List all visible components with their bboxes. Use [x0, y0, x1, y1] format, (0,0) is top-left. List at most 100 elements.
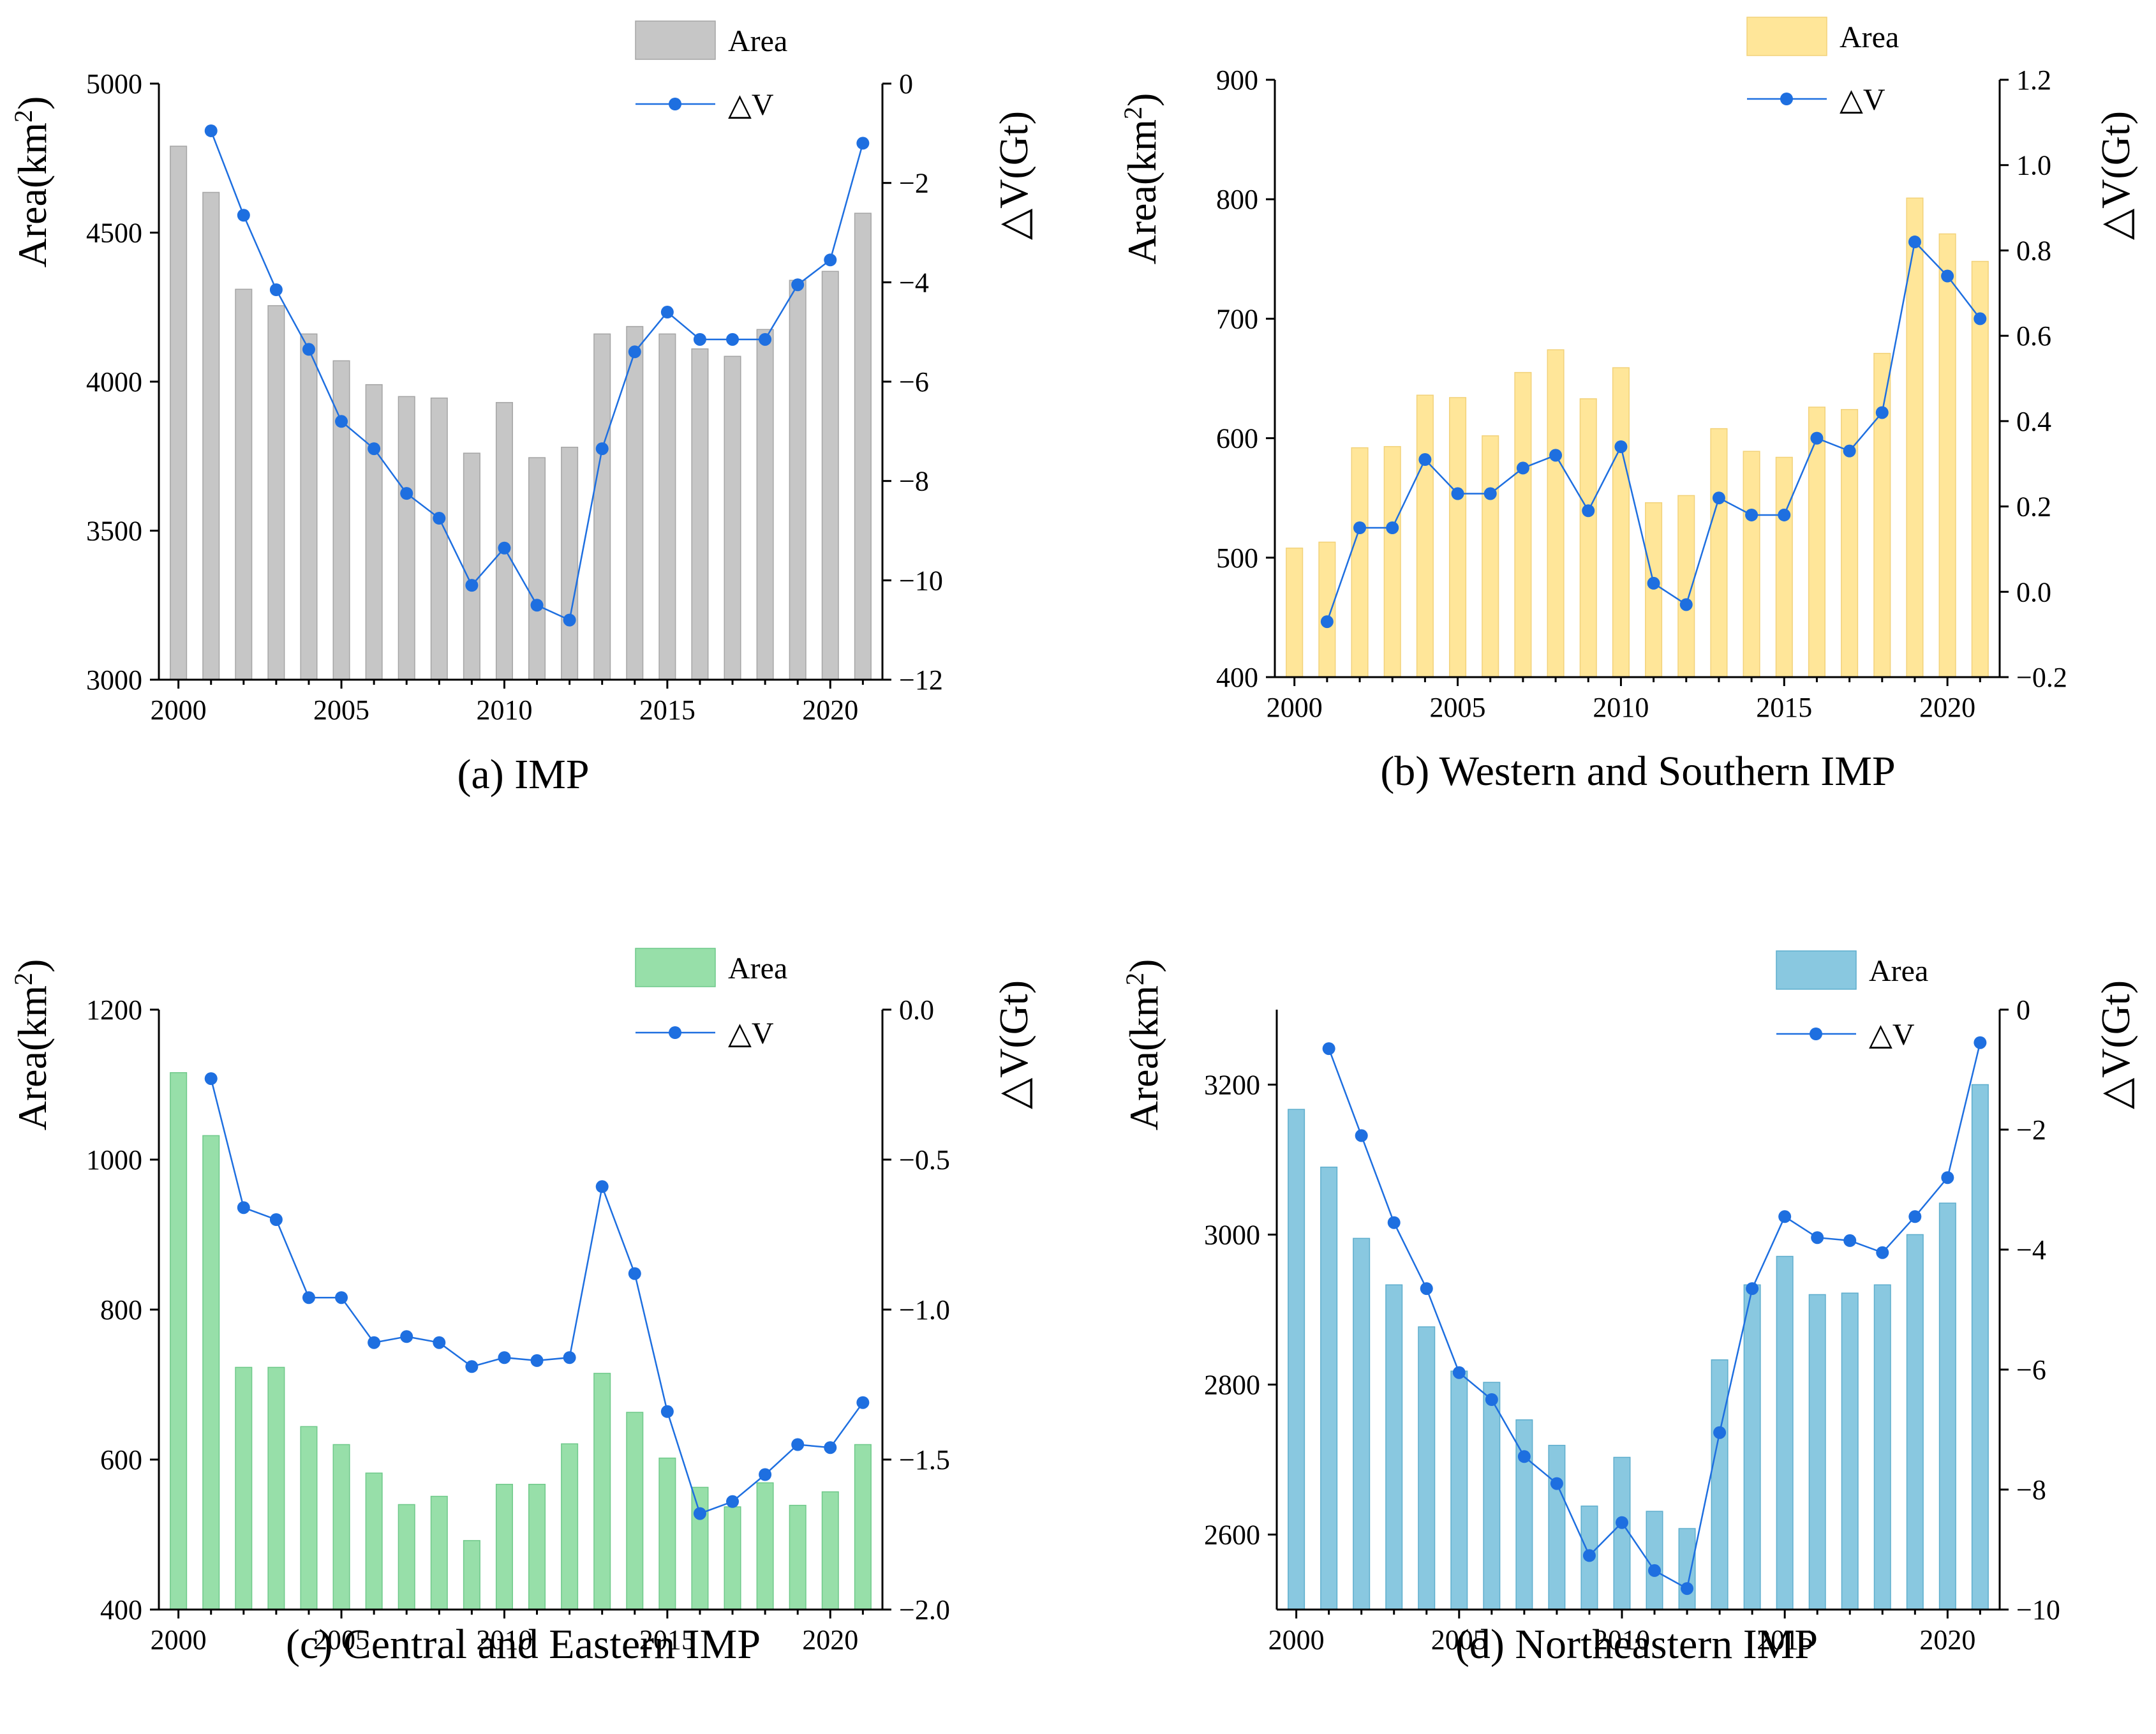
bar-c-2003 [267, 1366, 285, 1610]
xtick-label-d-3: 2015 [1757, 1624, 1813, 1656]
bar-c-2000 [170, 1072, 188, 1610]
chart-title-d: (d) Northeastern IMP [1455, 1621, 1818, 1668]
bar-b-2001 [1318, 541, 1336, 678]
point-d-2016 [1811, 1231, 1824, 1244]
ylabel-d: Area(km2) [1120, 959, 1167, 1131]
ylabel-b: Area(km2) [1119, 93, 1165, 265]
ytick-label-c-3: 1000 [86, 1144, 142, 1176]
bar-b-2000 [1286, 548, 1304, 678]
svg-text:Area(km2): Area(km2) [9, 959, 56, 1131]
xtick-label-c-0: 2000 [151, 1624, 207, 1656]
bar-a-2001 [202, 191, 220, 680]
ytick-label-c-1: 600 [100, 1444, 142, 1476]
bar-b-2020 [1938, 233, 1956, 678]
legend-label-dv-d: △V [1869, 1018, 1915, 1052]
point-b-2007 [1516, 461, 1529, 475]
point-c-2020 [824, 1441, 837, 1454]
bar-d-2019 [1906, 1234, 1924, 1610]
point-d-2012 [1681, 1582, 1694, 1596]
bar-a-2003 [267, 305, 285, 680]
bar-d-2016 [1808, 1294, 1826, 1610]
bar-d-2004 [1418, 1326, 1436, 1610]
point-b-2006 [1483, 487, 1497, 500]
legend-marker-c [669, 1026, 681, 1039]
point-a-2003 [269, 283, 283, 297]
bar-c-2007 [398, 1504, 415, 1610]
legend-label-area-d: Area [1869, 954, 1928, 988]
bar-a-2014 [626, 325, 644, 680]
point-c-2013 [595, 1180, 609, 1193]
point-c-2014 [628, 1267, 641, 1280]
point-b-2020 [1941, 269, 1954, 283]
chart-panel-b: Area(km2) △V(Gt) (b) Western and Souther… [1078, 0, 2155, 867]
y2tick-label-b-6: 1.0 [2016, 150, 2051, 181]
chart-panel-d: Area(km2) △V(Gt) (d) Northeastern IMP 26… [1078, 867, 2155, 1733]
point-d-2002 [1355, 1129, 1368, 1142]
svg-text:△V(Gt): △V(Gt) [2093, 111, 2138, 240]
bar-d-2006 [1483, 1382, 1501, 1610]
xtick-label-b-4: 2020 [1919, 692, 1975, 723]
y2label-a: △V(Gt) [991, 111, 1036, 240]
xtick-label-b-0: 2000 [1267, 692, 1323, 723]
point-d-2020 [1941, 1171, 1954, 1185]
y2tick-label-c-3: −0.5 [899, 1144, 950, 1176]
bar-c-2016 [691, 1486, 709, 1610]
bar-d-2013 [1711, 1359, 1729, 1610]
xtick-label-a-2: 2010 [476, 694, 532, 726]
chart-svg-d: Area(km2) △V(Gt) (d) Northeastern IMP 26… [1120, 950, 2138, 1668]
point-b-2018 [1875, 406, 1889, 419]
bar-b-2013 [1710, 428, 1728, 678]
y2tick-label-d-5: 0 [2016, 994, 2030, 1026]
svg-text:Area(km2): Area(km2) [1119, 93, 1165, 265]
point-a-2016 [693, 333, 706, 346]
bar-d-2021 [1971, 1084, 1989, 1610]
chart-svg-c: Area(km2) △V(Gt) (c) Central and Eastern… [9, 948, 1036, 1668]
chart-title-a: (a) IMP [457, 751, 589, 798]
ytick-label-c-4: 1200 [86, 994, 142, 1026]
point-d-2011 [1648, 1564, 1662, 1577]
bar-d-2010 [1613, 1456, 1631, 1610]
legend-label-dv-b: △V [1840, 83, 1885, 117]
bar-c-2005 [332, 1444, 350, 1610]
point-d-2019 [1908, 1210, 1922, 1223]
legend-d: Area △V [1776, 950, 1928, 1052]
chart-title-c: (c) Central and Eastern IMP [286, 1621, 761, 1668]
ytick-label-a-3: 4500 [86, 218, 142, 249]
point-d-2010 [1615, 1516, 1628, 1529]
y2label-d: △V(Gt) [2093, 980, 2138, 1109]
xtick-label-c-4: 2020 [802, 1624, 858, 1656]
ytick-label-b-5: 900 [1216, 64, 1258, 96]
chart-panel-c: Area(km2) △V(Gt) (c) Central and Eastern… [0, 867, 1078, 1733]
point-a-2017 [726, 333, 740, 346]
bar-b-2009 [1579, 398, 1597, 678]
y2tick-label-d-4: −2 [2016, 1114, 2046, 1146]
point-d-2013 [1713, 1426, 1727, 1439]
point-b-2002 [1353, 521, 1367, 534]
bar-d-2017 [1841, 1292, 1859, 1610]
point-c-2018 [759, 1468, 772, 1481]
bar-a-2006 [365, 384, 383, 680]
bar-a-2004 [300, 333, 318, 680]
point-c-2021 [856, 1396, 870, 1409]
y2label-b: △V(Gt) [2093, 111, 2138, 240]
bar-c-2020 [821, 1491, 839, 1610]
y2tick-label-c-4: 0.0 [899, 994, 934, 1026]
y2tick-label-b-4: 0.6 [2016, 320, 2051, 352]
legend-label-area-b: Area [1840, 20, 1899, 54]
ytick-label-c-2: 800 [100, 1294, 142, 1326]
point-b-2005 [1451, 487, 1464, 500]
svg-text:Area(km2): Area(km2) [1120, 959, 1167, 1131]
y2tick-label-a-4: −4 [899, 267, 929, 298]
xtick-label-d-0: 2000 [1268, 1624, 1325, 1656]
xtick-label-d-4: 2020 [1919, 1624, 1975, 1656]
point-a-2010 [498, 541, 511, 555]
point-c-2010 [498, 1351, 511, 1364]
point-d-2007 [1517, 1450, 1531, 1463]
legend-swatch-area-d [1776, 950, 1857, 990]
ylabel-a: Area(km2) [9, 96, 56, 268]
point-c-2002 [237, 1201, 250, 1215]
point-a-2001 [204, 124, 218, 137]
point-b-2011 [1647, 576, 1660, 590]
ytick-label-b-4: 800 [1216, 184, 1258, 215]
point-b-2008 [1549, 449, 1563, 462]
